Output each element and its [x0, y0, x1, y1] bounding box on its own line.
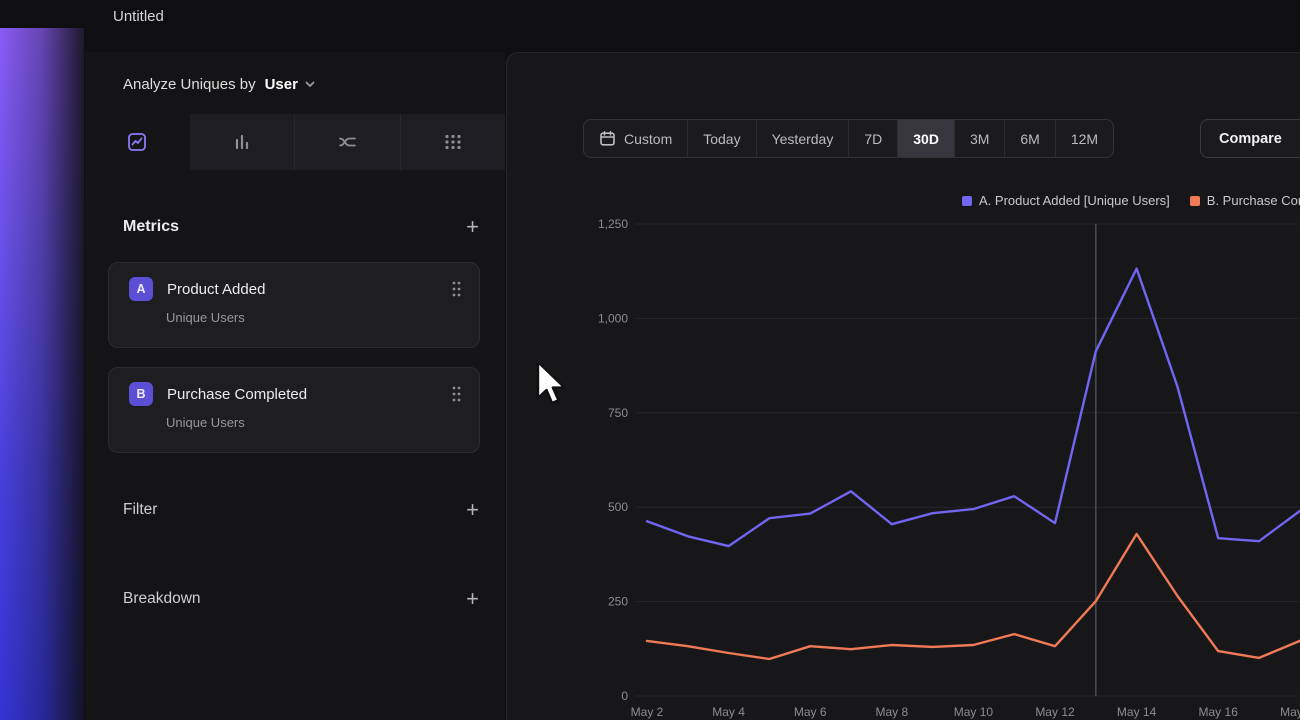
query-builder-sidebar: Analyze Uniques by User [85, 52, 505, 720]
x-axis-label: May 12 [1035, 705, 1075, 719]
metrics-section-header: Metrics + [85, 207, 505, 247]
compare-button[interactable]: Compare [1200, 119, 1300, 158]
funnels-bars-icon [231, 131, 253, 153]
legend-label: B. Purchase Completed [Unique Users] [1207, 193, 1300, 208]
drag-handle-icon[interactable] [452, 281, 461, 297]
metric-card-a[interactable]: A Product Added Unique Users [108, 262, 480, 348]
y-axis-label: 1,000 [598, 311, 628, 325]
date-range-custom[interactable]: Custom [584, 120, 687, 157]
series-line-b [647, 534, 1300, 659]
analyze-row: Analyze Uniques by User [85, 62, 505, 106]
legend-item-b[interactable]: B. Purchase Completed [Unique Users] [1190, 193, 1300, 208]
metric-measurement-b[interactable]: Unique Users [109, 406, 479, 430]
analyze-label: Analyze Uniques by [123, 76, 256, 93]
legend-label: A. Product Added [Unique Users] [979, 193, 1170, 208]
legend-item-a[interactable]: A. Product Added [Unique Users] [962, 193, 1170, 208]
series-line-a [647, 269, 1300, 546]
date-range-12m[interactable]: 12M [1055, 120, 1113, 157]
metric-badge-a: A [129, 277, 153, 301]
add-breakdown-button[interactable]: + [466, 588, 479, 610]
y-axis-label: 500 [608, 500, 628, 514]
report-title[interactable]: Untitled [113, 8, 164, 25]
x-axis-label: May 4 [712, 705, 745, 719]
tab-funnels[interactable] [190, 114, 295, 170]
metrics-title: Metrics [123, 218, 179, 236]
mouse-cursor [534, 360, 576, 410]
report-type-tabs [85, 114, 505, 170]
drag-handle-icon[interactable] [452, 386, 461, 402]
chart-panel: 0 250 500 750 1,000 1,250 May 2 May 4 May 6 May 8… [506, 52, 1300, 720]
insights-line-chart-icon [126, 131, 148, 153]
date-range-7d[interactable]: 7D [848, 120, 897, 157]
y-axis-label: 1,250 [598, 217, 628, 231]
date-range-3m[interactable]: 3M [954, 120, 1004, 157]
tab-retention[interactable] [400, 114, 506, 170]
legend-swatch [1190, 196, 1200, 206]
metric-name-b: Purchase Completed [167, 386, 307, 403]
metric-badge-b: B [129, 382, 153, 406]
breakdown-section-header: Breakdown + [85, 579, 505, 619]
chevron-down-icon [303, 77, 317, 91]
metric-card-b[interactable]: B Purchase Completed Unique Users [108, 367, 480, 453]
x-axis-label: May 10 [954, 705, 994, 719]
tab-flows[interactable] [294, 114, 400, 170]
analyze-by-selector[interactable]: User [265, 76, 317, 93]
x-axis-label: May 2 [631, 705, 664, 719]
legend-swatch [962, 196, 972, 206]
metric-measurement-a[interactable]: Unique Users [109, 301, 479, 325]
date-range-6m[interactable]: 6M [1004, 120, 1054, 157]
retention-dots-icon [442, 131, 464, 153]
date-range-yesterday[interactable]: Yesterday [756, 120, 849, 157]
x-axis-label: May 6 [794, 705, 827, 719]
breakdown-title: Breakdown [123, 590, 201, 608]
x-axis-label: May 8 [875, 705, 908, 719]
y-axis-label: 0 [621, 689, 628, 703]
x-axis-label: May 16 [1199, 705, 1239, 719]
add-filter-button[interactable]: + [466, 499, 479, 521]
tab-insights[interactable] [85, 114, 190, 170]
date-range-group: CustomTodayYesterday7D30D3M6M12M [583, 119, 1114, 158]
analyze-by-value: User [265, 76, 298, 93]
calendar-icon [599, 130, 616, 147]
x-axis-label: May 14 [1117, 705, 1157, 719]
chart-legend: A. Product Added [Unique Users] B. Purcha… [962, 193, 1300, 208]
filter-section-header: Filter + [85, 490, 505, 530]
date-range-30d[interactable]: 30D [897, 120, 954, 157]
y-axis-label: 750 [608, 406, 628, 420]
date-range-today[interactable]: Today [687, 120, 755, 157]
flows-curves-icon [336, 131, 358, 153]
x-axis-label: May 18 [1280, 705, 1300, 719]
y-axis-label: 250 [608, 595, 628, 609]
add-metric-button[interactable]: + [466, 216, 479, 238]
app-nav-gradient-strip [0, 28, 84, 720]
metric-name-a: Product Added [167, 281, 265, 298]
filter-title: Filter [123, 501, 157, 519]
